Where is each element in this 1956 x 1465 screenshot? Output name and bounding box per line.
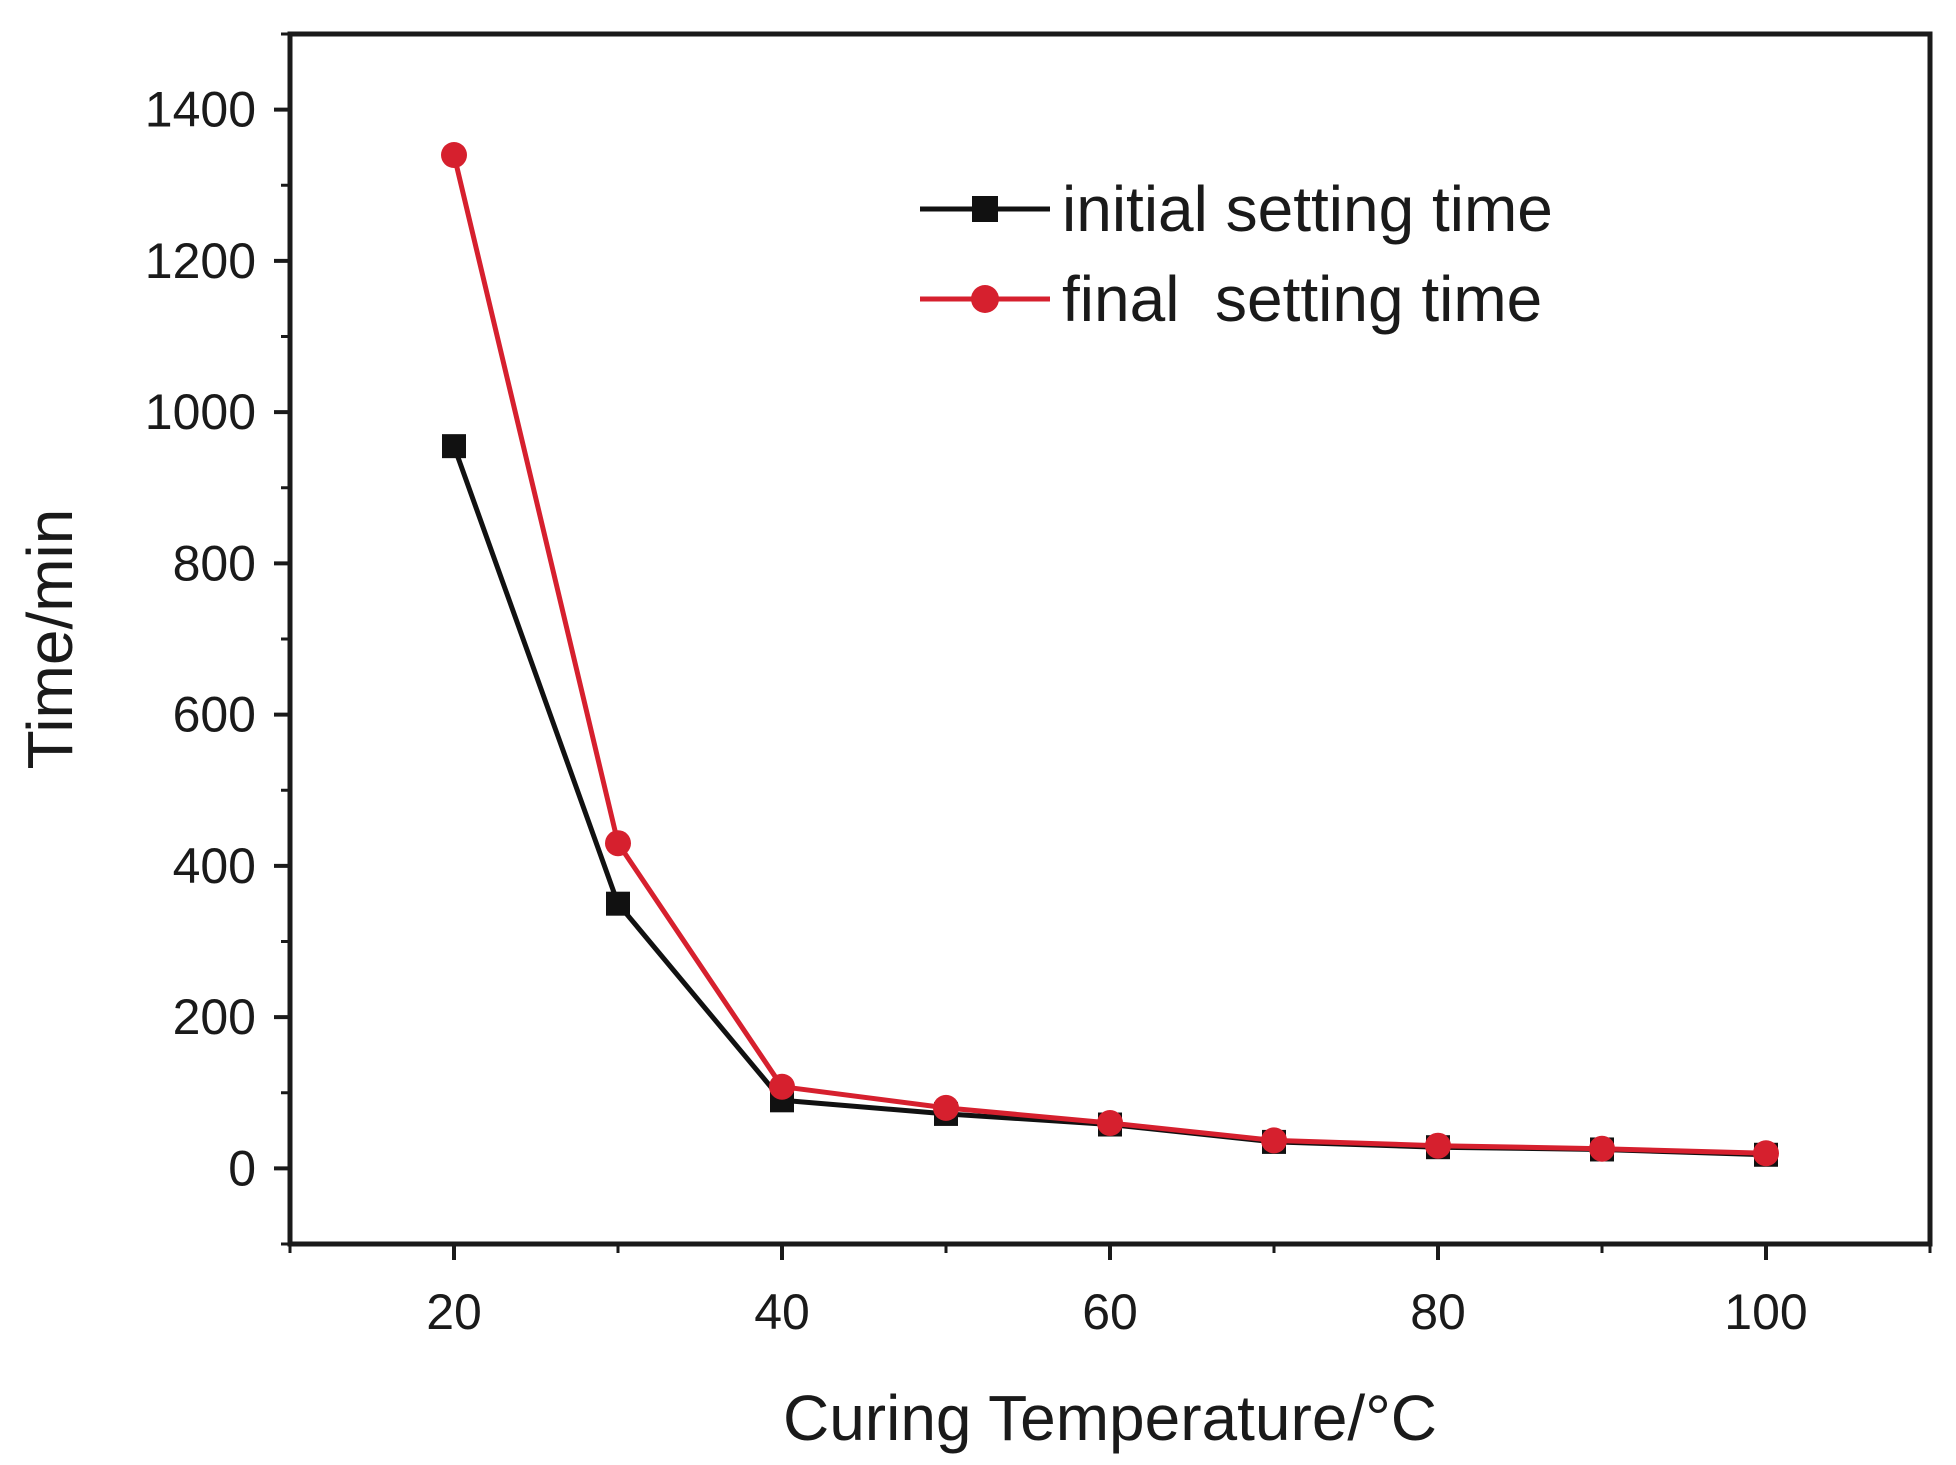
legend-marker-initial — [972, 196, 998, 222]
x-axis: 20 40 60 80 100 — [288, 1244, 1932, 1340]
legend: initial setting time final setting time — [920, 173, 1553, 335]
y-tick-label: 800 — [173, 535, 256, 591]
x-tick-label: 80 — [1410, 1284, 1466, 1340]
y-axis-title: Time/min — [14, 509, 86, 770]
y-axis: 0 200 400 600 800 1000 1200 1400 — [145, 32, 290, 1246]
y-tick-label: 1400 — [145, 82, 256, 138]
data-point-final — [1589, 1135, 1615, 1162]
data-point-final — [605, 830, 631, 857]
data-point-final — [769, 1073, 795, 1100]
data-point-initial — [606, 891, 630, 916]
data-point-final — [1261, 1127, 1287, 1154]
y-tick-label: 400 — [173, 838, 256, 894]
series-final — [441, 142, 1779, 1167]
x-tick-label: 100 — [1724, 1284, 1807, 1340]
y-tick-label: 600 — [173, 687, 256, 743]
series-layer — [441, 142, 1779, 1167]
y-tick-label: 200 — [173, 989, 256, 1045]
y-tick-label: 1200 — [145, 233, 256, 289]
data-point-final — [441, 142, 467, 168]
series-line-initial — [451, 445, 1767, 1158]
legend-label-final: final setting time — [1062, 263, 1542, 335]
y-tick-label: 0 — [228, 1140, 256, 1196]
data-point-final — [933, 1094, 959, 1121]
x-tick-label: 20 — [426, 1284, 482, 1340]
x-tick-label: 60 — [1082, 1284, 1138, 1340]
legend-marker-final — [971, 285, 999, 313]
data-point-final — [1753, 1140, 1779, 1167]
x-tick-label: 40 — [754, 1284, 810, 1340]
series-initial — [442, 434, 1778, 1167]
data-point-initial — [442, 434, 466, 459]
data-point-final — [1425, 1132, 1451, 1159]
x-axis-title: Curing Temperature/°C — [783, 1382, 1437, 1454]
data-point-final — [1097, 1110, 1123, 1136]
legend-label-initial: initial setting time — [1062, 173, 1553, 245]
y-tick-label: 1000 — [145, 384, 256, 440]
